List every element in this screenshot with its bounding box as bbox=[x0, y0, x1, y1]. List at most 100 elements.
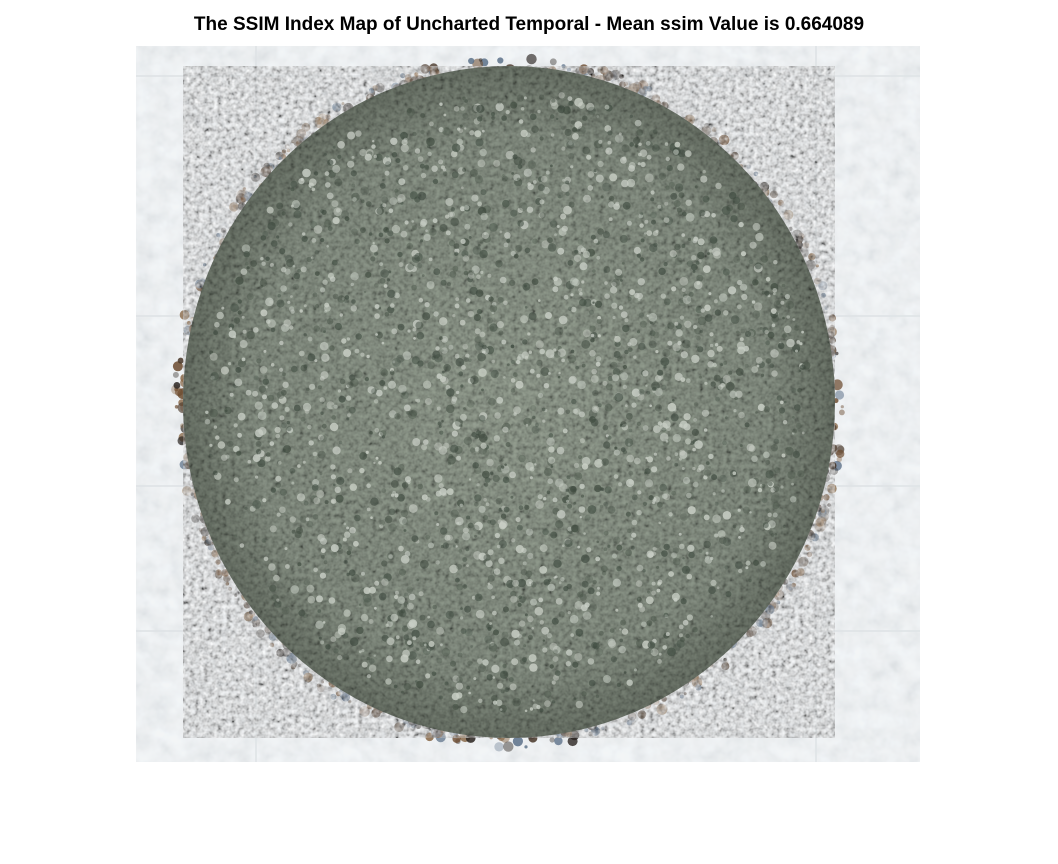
disc-speckle bbox=[370, 256, 376, 262]
disc-speckle bbox=[687, 506, 696, 515]
disc-speckle bbox=[511, 538, 516, 543]
disc-speckle bbox=[489, 471, 494, 476]
disc-speckle bbox=[794, 404, 801, 411]
disc-speckle bbox=[407, 329, 411, 333]
disc-speckle bbox=[368, 232, 373, 236]
disc-speckle bbox=[349, 527, 356, 534]
rim-speckle bbox=[600, 66, 609, 75]
disc-speckle bbox=[372, 242, 375, 245]
disc-speckle bbox=[410, 409, 418, 417]
disc-speckle bbox=[501, 339, 507, 345]
disc-speckle bbox=[473, 466, 482, 475]
disc-speckle bbox=[645, 140, 651, 146]
rim-speckle bbox=[711, 127, 717, 133]
rim-speckle bbox=[679, 694, 684, 699]
disc-speckle bbox=[368, 658, 375, 664]
disc-speckle bbox=[552, 656, 559, 662]
rim-speckle bbox=[835, 351, 839, 356]
disc-speckle bbox=[687, 449, 692, 454]
disc-speckle bbox=[381, 488, 387, 494]
disc-speckle bbox=[694, 440, 703, 449]
disc-speckle bbox=[510, 388, 516, 393]
disc-speckle bbox=[742, 506, 750, 514]
disc-speckle bbox=[499, 230, 503, 234]
disc-speckle bbox=[494, 412, 501, 419]
disc-speckle bbox=[346, 572, 350, 577]
disc-speckle bbox=[240, 268, 248, 275]
disc-speckle bbox=[705, 551, 709, 555]
rim-speckle bbox=[746, 164, 751, 169]
disc-speckle bbox=[596, 591, 601, 596]
disc-speckle bbox=[335, 494, 344, 503]
disc-speckle bbox=[708, 586, 716, 594]
disc-speckle bbox=[624, 438, 634, 447]
rim-speckle bbox=[797, 239, 802, 244]
disc-speckle bbox=[497, 296, 504, 303]
disc-speckle bbox=[322, 279, 328, 285]
disc-speckle bbox=[684, 150, 692, 157]
disc-speckle bbox=[421, 274, 425, 277]
disc-speckle bbox=[620, 421, 627, 428]
disc-speckle bbox=[523, 644, 527, 648]
disc-speckle bbox=[376, 207, 384, 215]
disc-speckle bbox=[463, 356, 469, 363]
disc-speckle bbox=[252, 390, 259, 397]
disc-speckle bbox=[491, 664, 500, 674]
disc-speckle bbox=[336, 476, 345, 485]
disc-speckle bbox=[737, 279, 743, 286]
disc-speckle bbox=[636, 421, 641, 426]
disc-speckle bbox=[517, 164, 523, 170]
disc-speckle bbox=[517, 633, 522, 639]
disc-speckle bbox=[663, 373, 672, 382]
rim-speckle bbox=[335, 691, 341, 697]
disc-speckle bbox=[555, 520, 564, 529]
disc-speckle bbox=[237, 299, 242, 304]
disc-speckle bbox=[531, 458, 536, 464]
disc-speckle bbox=[346, 526, 350, 530]
disc-speckle bbox=[663, 612, 669, 618]
disc-speckle bbox=[567, 153, 575, 160]
disc-speckle bbox=[461, 365, 466, 370]
disc-speckle bbox=[663, 298, 671, 306]
disc-speckle bbox=[468, 236, 472, 239]
disc-speckle bbox=[380, 269, 389, 278]
disc-speckle bbox=[258, 385, 266, 393]
disc-speckle bbox=[720, 363, 724, 367]
disc-speckle bbox=[233, 335, 236, 339]
disc-speckle bbox=[603, 547, 608, 551]
rim-speckle bbox=[371, 708, 381, 718]
disc-speckle bbox=[344, 531, 351, 538]
disc-speckle bbox=[441, 647, 451, 657]
disc-speckle bbox=[570, 306, 577, 313]
disc-speckle bbox=[462, 112, 469, 119]
disc-speckle bbox=[762, 522, 769, 529]
disc-speckle bbox=[765, 358, 772, 364]
disc-speckle bbox=[714, 501, 719, 506]
disc-speckle bbox=[652, 501, 656, 505]
disc-speckle bbox=[462, 255, 470, 262]
disc-speckle bbox=[644, 232, 647, 235]
disc-speckle bbox=[354, 370, 363, 379]
disc-speckle bbox=[276, 202, 284, 210]
disc-speckle bbox=[400, 144, 409, 153]
disc-speckle bbox=[262, 394, 267, 400]
disc-speckle bbox=[539, 544, 548, 552]
disc-speckle bbox=[257, 411, 267, 420]
disc-speckle bbox=[458, 371, 464, 377]
disc-speckle bbox=[351, 228, 358, 235]
disc-speckle bbox=[568, 354, 577, 363]
disc-speckle bbox=[696, 335, 701, 341]
disc-speckle bbox=[292, 283, 299, 290]
disc-speckle bbox=[330, 544, 339, 553]
disc-speckle bbox=[538, 597, 544, 603]
disc-speckle bbox=[663, 365, 667, 369]
disc-speckle bbox=[260, 309, 268, 317]
rim-speckle bbox=[656, 703, 668, 715]
disc-speckle bbox=[556, 510, 566, 519]
disc-speckle bbox=[419, 559, 429, 569]
disc-speckle bbox=[307, 424, 312, 430]
rim-speckle bbox=[494, 742, 504, 752]
disc-speckle bbox=[386, 278, 391, 282]
disc-speckle bbox=[661, 550, 668, 557]
rim-speckle bbox=[804, 544, 811, 551]
